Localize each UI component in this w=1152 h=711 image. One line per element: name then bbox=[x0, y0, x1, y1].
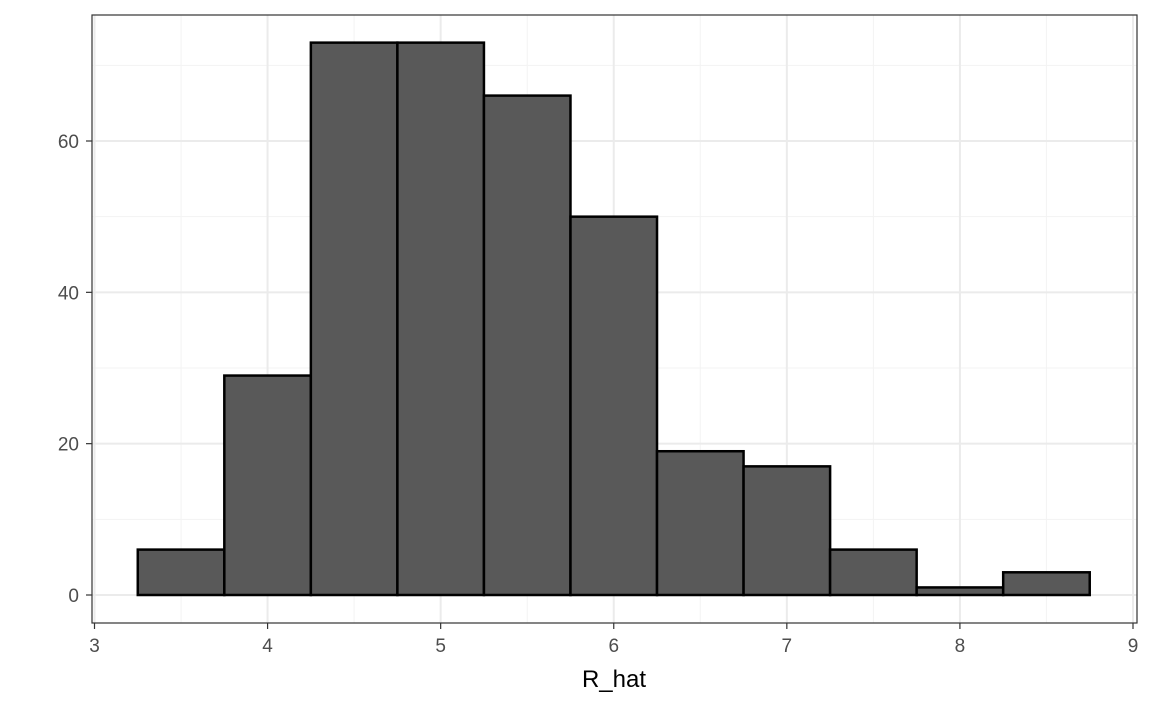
histogram-bar bbox=[309, 41, 399, 597]
x-tick-label: 8 bbox=[955, 636, 966, 657]
y-tick-label: 40 bbox=[58, 283, 79, 304]
x-tick-label: 7 bbox=[782, 636, 793, 657]
histogram-bar bbox=[828, 548, 918, 597]
y-axis: 0 20 40 60 bbox=[58, 132, 92, 607]
y-tick-label: 20 bbox=[58, 435, 79, 456]
x-tick-label: 6 bbox=[608, 636, 619, 657]
y-tick-label: 0 bbox=[68, 586, 79, 607]
x-axis: 3 4 5 6 7 8 9 bbox=[89, 623, 1138, 657]
x-tick-label: 4 bbox=[262, 636, 273, 657]
histogram-bar bbox=[742, 465, 832, 597]
panel-border bbox=[91, 14, 1138, 624]
histogram-bar bbox=[396, 41, 486, 597]
histogram-bar bbox=[655, 449, 745, 597]
x-axis-title: R_hat bbox=[582, 666, 646, 693]
histogram-bar bbox=[223, 374, 313, 597]
histogram-bar bbox=[136, 548, 226, 597]
histogram-bar bbox=[915, 586, 1005, 597]
y-tick-label: 60 bbox=[58, 132, 79, 153]
histogram-bars bbox=[136, 41, 1091, 597]
x-tick-label: 3 bbox=[89, 636, 100, 657]
histogram-bar bbox=[1001, 571, 1091, 597]
histogram-bar bbox=[482, 94, 572, 597]
histogram-bar bbox=[569, 215, 659, 597]
x-tick-label: 5 bbox=[435, 636, 446, 657]
x-tick-label: 9 bbox=[1128, 636, 1139, 657]
